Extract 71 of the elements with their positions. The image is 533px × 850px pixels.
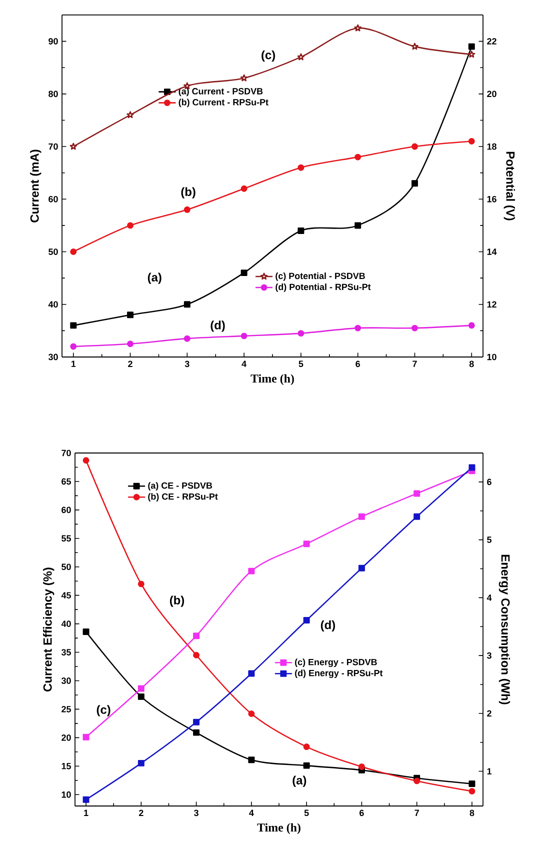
x-tick-label: 8 bbox=[470, 810, 474, 816]
x-tick-label: 3 bbox=[194, 810, 198, 816]
annotation: (c) bbox=[262, 50, 276, 62]
x-tick-label: 6 bbox=[360, 810, 364, 816]
y-tick-label: 30 bbox=[48, 354, 58, 360]
y2-tick-label: 10 bbox=[487, 354, 496, 360]
y-tick-label: 15 bbox=[62, 763, 71, 770]
annotation: (b) bbox=[170, 596, 184, 607]
x-axis-title: Time (h) bbox=[257, 823, 300, 834]
x-tick-label: 4 bbox=[249, 810, 254, 816]
y2-tick-label: 3 bbox=[486, 652, 492, 659]
y-tick-label: 10 bbox=[62, 791, 71, 798]
annotation: (d) bbox=[210, 320, 225, 332]
annotation: (d) bbox=[320, 620, 335, 632]
x-tick-label: 1 bbox=[84, 810, 88, 816]
y-axis-title: Current (mA) bbox=[30, 150, 42, 222]
y-tick-label: 30 bbox=[61, 678, 71, 684]
y-axis-title: Current Efficiency (%) bbox=[43, 568, 54, 692]
legend-label: (b) CE - RPSu-Pt bbox=[148, 493, 218, 502]
x-tick-label: 4 bbox=[242, 360, 246, 367]
x-tick-label: 1 bbox=[71, 360, 76, 367]
y-tick-label: 90 bbox=[48, 38, 58, 44]
y-tick-label: 50 bbox=[48, 248, 58, 255]
annotation: (c) bbox=[96, 705, 110, 716]
y2-tick-label: 14 bbox=[487, 248, 497, 255]
y-tick-label: 50 bbox=[62, 564, 71, 570]
legend-label: (c) Energy - PSDVB bbox=[295, 658, 377, 668]
legend-label: (a) Current - PSDVB bbox=[178, 88, 263, 96]
y-tick-label: 35 bbox=[61, 649, 71, 656]
y-tick-label: 55 bbox=[62, 535, 71, 542]
legend-label: (c) Potential - PSDVB bbox=[276, 272, 365, 281]
x-tick-label: 3 bbox=[184, 360, 190, 368]
y2-tick-label: 16 bbox=[487, 196, 496, 202]
y-tick-label: 60 bbox=[48, 196, 58, 202]
legend-label: (b) Current - RPSu-Pt bbox=[178, 98, 268, 108]
y-tick-label: 80 bbox=[48, 90, 58, 98]
x-tick-label: 8 bbox=[469, 360, 474, 368]
y-tick-label: 65 bbox=[62, 478, 71, 485]
legend-label: (a) CE - PSDVB bbox=[148, 482, 212, 490]
x-axis-title: Time (h) bbox=[250, 374, 294, 386]
x-tick-label: 6 bbox=[356, 360, 360, 368]
y-tick-label: 40 bbox=[48, 301, 58, 308]
x-tick-label: 2 bbox=[138, 810, 144, 816]
x-tick-label: 2 bbox=[128, 360, 132, 368]
y-tick-label: 70 bbox=[48, 143, 58, 150]
y-tick-label: 60 bbox=[62, 506, 71, 514]
legend-label: (d) Potential - RPSu-Pt bbox=[276, 283, 371, 292]
legend-label: (d) Energy - RPSu-Pt bbox=[295, 670, 383, 678]
y2-tick-label: 5 bbox=[487, 536, 492, 543]
y2-tick-label: 6 bbox=[487, 478, 492, 486]
annotation: (a) bbox=[148, 272, 162, 284]
y2-tick-label: 1 bbox=[487, 768, 492, 774]
y2-tick-label: 20 bbox=[487, 90, 496, 98]
annotation: (b) bbox=[181, 187, 196, 198]
x-tick-label: 7 bbox=[414, 810, 419, 816]
y-tick-label: 20 bbox=[62, 734, 71, 741]
y2-tick-label: 4 bbox=[486, 594, 492, 601]
y2-tick-label: 2 bbox=[487, 710, 492, 717]
y-tick-label: 45 bbox=[61, 592, 71, 598]
x-tick-label: 5 bbox=[298, 360, 304, 368]
x-tick-label: 7 bbox=[412, 360, 417, 367]
x-tick-label: 5 bbox=[304, 810, 309, 816]
y2-tick-label: 18 bbox=[487, 143, 496, 150]
y2-tick-label: 22 bbox=[487, 38, 496, 44]
y-tick-label: 70 bbox=[62, 450, 71, 456]
y2-axis-title: Potential (V) bbox=[504, 152, 515, 220]
y2-axis-title: Energy Consumption (Wh) bbox=[498, 554, 510, 704]
annotation: (a) bbox=[292, 776, 306, 787]
y-tick-label: 40 bbox=[61, 620, 71, 627]
y2-tick-label: 12 bbox=[487, 301, 496, 308]
y-tick-label: 25 bbox=[62, 706, 71, 712]
